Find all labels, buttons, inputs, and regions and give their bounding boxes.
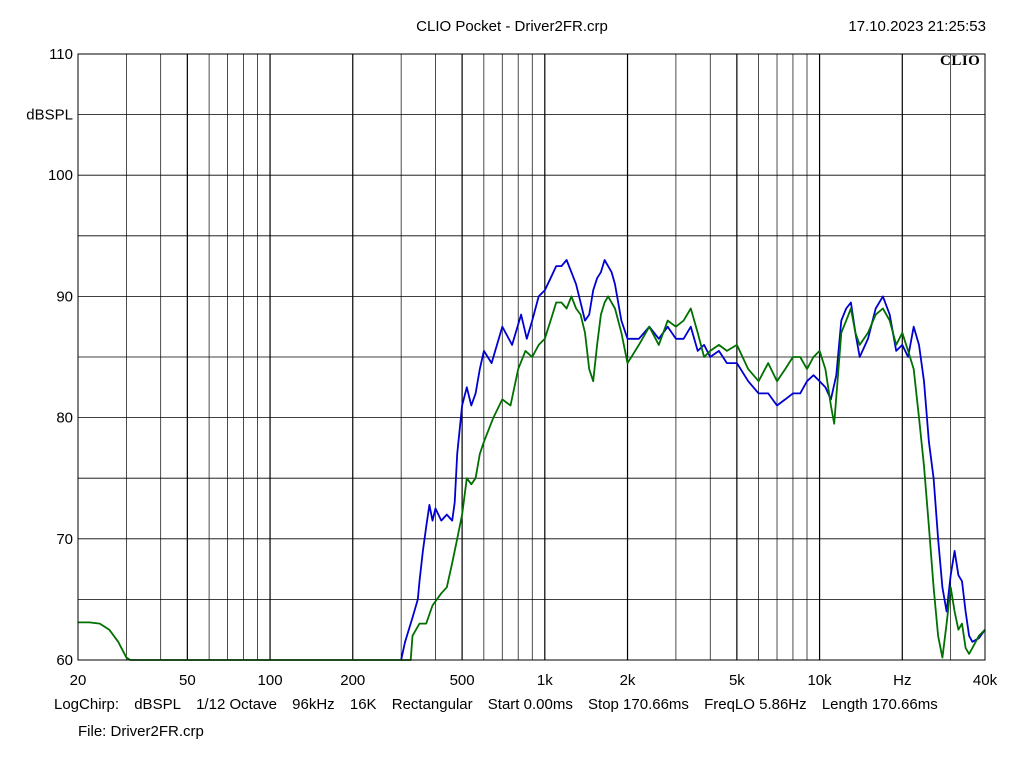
- x-tick-labels: 20 50 100 200 500 1k 2k 5k 10k Hz 40k: [70, 672, 998, 689]
- param-freqlo: FreqLO 5.86Hz: [704, 696, 807, 713]
- plot-frame: [77, 53, 986, 661]
- series-line-2: [78, 295, 986, 661]
- param-units: dBSPL: [134, 696, 181, 713]
- timestamp: 17.10.2023 21:25:53: [848, 18, 986, 35]
- param-size: 16K: [349, 696, 377, 713]
- y-tick-labels: 60 70 80 90 100 dBSPL 110: [26, 46, 73, 669]
- x-tick-label: 100: [258, 672, 283, 689]
- param-stop: Stop 170.66ms: [588, 696, 689, 713]
- x-tick-label: 1k: [537, 672, 553, 689]
- chart-title: CLIO Pocket - Driver2FR.crp: [416, 18, 608, 35]
- clio-logo: CLIO: [940, 53, 981, 69]
- param-window: Rectangular: [391, 696, 473, 713]
- param-start: Start 0.00ms: [487, 696, 573, 713]
- x-tick-label: 5k: [729, 672, 745, 689]
- x-tick-label: 50: [179, 672, 196, 689]
- x-tick-label: 40k: [973, 672, 998, 689]
- y-tick-label: 70: [56, 531, 73, 548]
- file-name: File: Driver2FR.crp: [78, 723, 204, 740]
- y-tick-label: 100: [48, 167, 73, 184]
- param-smoothing: 1/12 Octave: [196, 696, 277, 713]
- y-tick-label: 60: [56, 652, 73, 669]
- param-rate: 96kHz: [292, 696, 335, 713]
- param-length: Length 170.66ms: [821, 696, 938, 713]
- y-tick-label: 80: [56, 410, 73, 427]
- grid-major: [78, 54, 985, 660]
- x-tick-label: 10k: [807, 672, 832, 689]
- x-tick-label: 2k: [620, 672, 636, 689]
- x-tick-label: 20: [70, 672, 87, 689]
- y-tick-label: 110: [49, 46, 73, 63]
- x-tick-label: 200: [340, 672, 365, 689]
- series-line-1: [400, 259, 986, 661]
- x-tick-label: 500: [450, 672, 475, 689]
- series-layer: [78, 259, 986, 661]
- param-mode: LogChirp:: [54, 696, 120, 713]
- measurement-params: LogChirp: dBSPL 1/12 Octave 96kHz 16K Re…: [54, 696, 949, 713]
- y-tick-label: 90: [56, 288, 73, 305]
- y-tick-label: dBSPL: [26, 107, 73, 124]
- x-tick-label: Hz: [893, 672, 911, 689]
